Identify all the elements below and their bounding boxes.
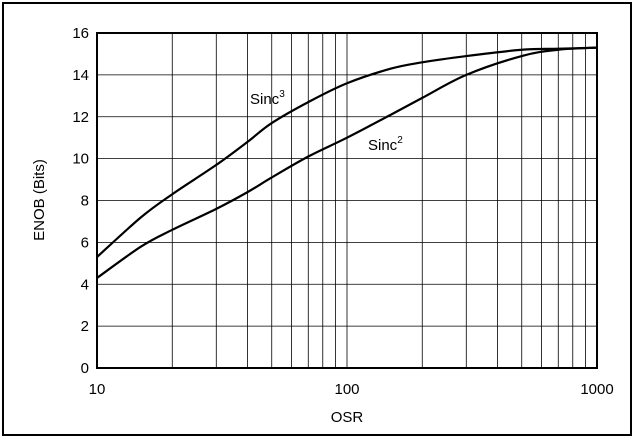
y-tick-labels: 0 2 4 6 8 10 12 14 16 — [72, 25, 89, 377]
y-tick-label: 16 — [72, 25, 89, 42]
series-layer — [96, 46, 598, 279]
x-axis-label: OSR — [331, 409, 364, 426]
y-tick-label: 6 — [81, 234, 89, 251]
y-tick-label: 10 — [72, 151, 89, 168]
plot-border — [96, 32, 598, 369]
y-tick-label: 12 — [72, 109, 89, 126]
grid — [97, 33, 597, 368]
y-tick-label: 2 — [81, 318, 89, 335]
series-line-sinc2 — [96, 46, 598, 279]
y-tick-label: 8 — [81, 193, 89, 210]
x-tick-label: 10 — [89, 381, 106, 398]
x-tick-label: 1000 — [580, 381, 613, 398]
y-tick-label: 0 — [81, 360, 89, 377]
series-label-sinc3: Sinc3 — [250, 89, 285, 108]
x-tick-label: 100 — [334, 381, 359, 398]
x-tick-labels: 10 100 1000 — [89, 381, 614, 398]
y-axis-label: ENOB (Bits) — [31, 159, 48, 241]
y-tick-label: 4 — [81, 276, 89, 293]
series-line-sinc3 — [96, 46, 598, 258]
figure-frame — [2, 2, 632, 436]
y-tick-label: 14 — [72, 67, 89, 84]
series-label-sinc2: Sinc2 — [368, 135, 403, 154]
